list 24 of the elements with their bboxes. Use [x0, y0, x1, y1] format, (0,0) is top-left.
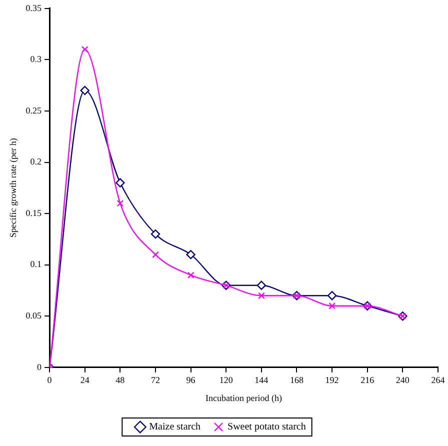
y-tick-label: 0.35 — [26, 2, 42, 13]
y-tick-label: 0.2 — [30, 156, 42, 167]
x-tick-label: 192 — [325, 375, 339, 386]
x-tick-label: 240 — [396, 375, 410, 386]
x-tick-label: 0 — [47, 375, 52, 386]
legend-label: Sweet potato starch — [228, 422, 306, 433]
y-tick-label: 0.15 — [26, 208, 42, 218]
x-tick-label: 96 — [186, 375, 196, 386]
x-tick-label: 72 — [150, 375, 160, 386]
y-tick-label: 0 — [37, 362, 42, 372]
y-tick-label: 0.1 — [30, 259, 42, 270]
y-tick-label: 0.3 — [30, 54, 42, 64]
x-axis-title: Incubation period (h) — [206, 392, 282, 403]
x-tick-label: 48 — [116, 375, 126, 386]
y-tick-label: 0.05 — [26, 310, 42, 320]
x-tick-label: 216 — [360, 375, 375, 386]
legend-label: Maize starch — [149, 422, 201, 433]
x-tick-label: 24 — [80, 375, 90, 386]
x-tick-label: 120 — [219, 375, 234, 386]
x-tick-label: 264 — [431, 375, 446, 386]
y-axis-title: Specific growth rate (per h) — [8, 138, 18, 238]
y-tick-label: 0.25 — [26, 105, 42, 116]
x-tick-label: 168 — [290, 375, 304, 386]
x-tick-label: 144 — [254, 375, 269, 386]
